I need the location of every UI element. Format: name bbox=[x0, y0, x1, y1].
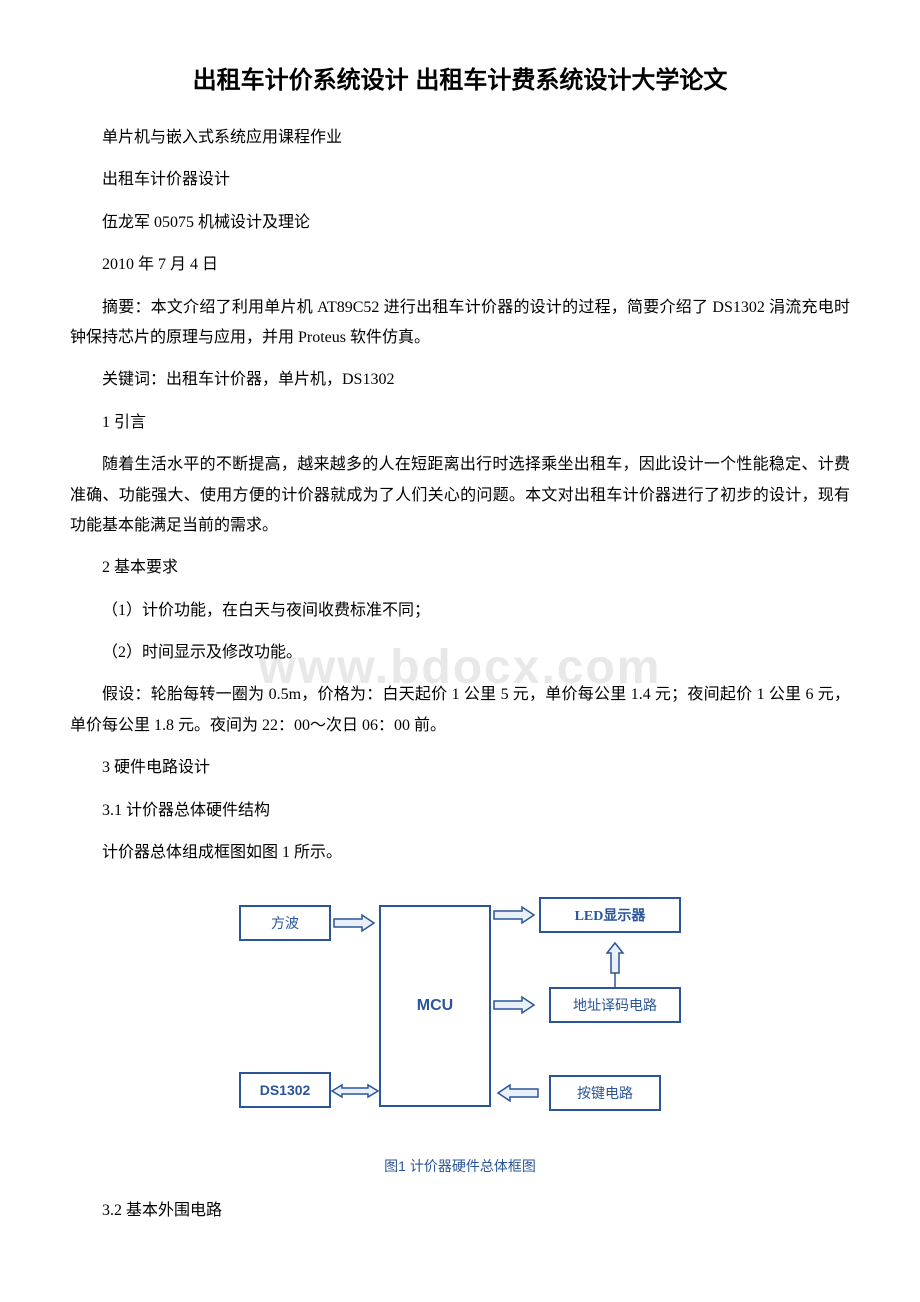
diagram-fangbo-label: 方波 bbox=[271, 916, 299, 932]
section-3-2-heading: 3.2 基本外围电路 bbox=[70, 1196, 850, 1226]
diagram-caption: 图1 计价器硬件总体框图 bbox=[220, 1156, 700, 1176]
course-name: 单片机与嵌入式系统应用课程作业 bbox=[70, 123, 850, 153]
section-3-heading: 3 硬件电路设计 bbox=[70, 753, 850, 783]
arrow-decoder-led bbox=[607, 943, 623, 973]
arrow-mcu-led bbox=[494, 907, 534, 923]
block-diagram: 方波 LED显示器 MCU 地址译码电路 DS1302 按键电路 bbox=[220, 888, 700, 1176]
diagram-ds1302-label: DS1302 bbox=[260, 1082, 311, 1098]
section-1-body: 随着生活水平的不断提高，越来越多的人在短距离出行时选择乘坐出租车，因此设计一个性… bbox=[70, 450, 850, 541]
diagram-decoder-label: 地址译码电路 bbox=[573, 998, 657, 1014]
document-content: 出租车计价系统设计 出租车计费系统设计大学论文 单片机与嵌入式系统应用课程作业 … bbox=[70, 60, 850, 1227]
section-3-1-body: 计价器总体组成框图如图 1 所示。 bbox=[70, 838, 850, 868]
arrow-fangbo-mcu bbox=[334, 915, 374, 931]
section-1-heading: 1 引言 bbox=[70, 408, 850, 438]
author-info: 伍龙军 05075 机械设计及理论 bbox=[70, 208, 850, 238]
date: 2010 年 7 月 4 日 bbox=[70, 250, 850, 280]
diagram-mcu-label: MCU bbox=[417, 997, 453, 1014]
diagram-keypad-label: 按键电路 bbox=[577, 1086, 633, 1102]
section-3-1-heading: 3.1 计价器总体硬件结构 bbox=[70, 796, 850, 826]
block-diagram-svg: 方波 LED显示器 MCU 地址译码电路 DS1302 按键电路 bbox=[220, 888, 700, 1148]
arrow-mcu-decoder bbox=[494, 997, 534, 1013]
assumptions: 假设：轮胎每转一圈为 0.5m，价格为：白天起价 1 公里 5 元，单价每公里 … bbox=[70, 680, 850, 741]
project-name: 出租车计价器设计 bbox=[70, 165, 850, 195]
abstract: 摘要：本文介绍了利用单片机 AT89C52 进行出租车计价器的设计的过程，简要介… bbox=[70, 293, 850, 354]
diagram-led-label: LED显示器 bbox=[575, 908, 647, 924]
arrow-ds1302-mcu bbox=[332, 1085, 378, 1097]
requirement-1: （1）计价功能，在白天与夜间收费标准不同； bbox=[70, 596, 850, 626]
arrow-keypad-mcu bbox=[498, 1085, 538, 1101]
document-title: 出租车计价系统设计 出租车计费系统设计大学论文 bbox=[70, 60, 850, 95]
requirement-2: （2）时间显示及修改功能。 bbox=[70, 638, 850, 668]
keywords: 关键词：出租车计价器，单片机，DS1302 bbox=[70, 365, 850, 395]
section-2-heading: 2 基本要求 bbox=[70, 553, 850, 583]
